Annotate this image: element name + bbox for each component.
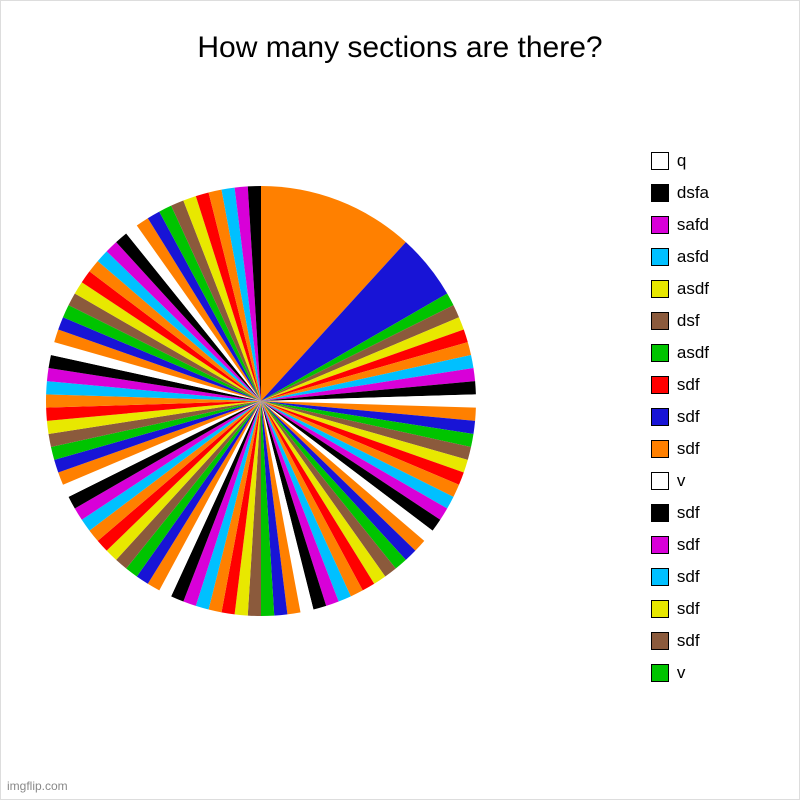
legend-swatch [651,248,669,266]
watermark: imgflip.com [7,779,68,793]
legend-swatch [651,344,669,362]
legend-label: safd [677,215,709,235]
legend-item: sdf [651,375,709,395]
legend-swatch [651,504,669,522]
legend-swatch [651,632,669,650]
legend-label: sdf [677,375,700,395]
pie-chart [41,181,481,621]
legend-label: sdf [677,599,700,619]
legend-swatch [651,152,669,170]
legend-item: sdf [651,503,709,523]
legend-swatch [651,408,669,426]
legend-swatch [651,536,669,554]
legend: q dsfa safd asfd asdf dsf asdf sdf sdf sdf v sdf sdf… [651,151,709,683]
legend-label: v [677,471,686,491]
legend-item: asdf [651,343,709,363]
legend-item: asdf [651,279,709,299]
legend-swatch [651,472,669,490]
legend-swatch [651,664,669,682]
legend-label: sdf [677,503,700,523]
legend-label: v [677,663,686,683]
legend-label: dsf [677,311,700,331]
legend-label: asdf [677,343,709,363]
legend-label: sdf [677,407,700,427]
legend-label: asdf [677,279,709,299]
legend-label: sdf [677,535,700,555]
legend-item: sdf [651,407,709,427]
legend-swatch [651,376,669,394]
legend-swatch [651,568,669,586]
legend-item: v [651,663,709,683]
legend-item: dsf [651,311,709,331]
legend-item: sdf [651,567,709,587]
legend-swatch [651,600,669,618]
legend-item: safd [651,215,709,235]
legend-label: sdf [677,567,700,587]
legend-item: q [651,151,709,171]
legend-swatch [651,280,669,298]
legend-item: sdf [651,631,709,651]
legend-item: dsfa [651,183,709,203]
legend-label: q [677,151,686,171]
legend-label: dsfa [677,183,709,203]
legend-swatch [651,440,669,458]
legend-item: asfd [651,247,709,267]
legend-label: asfd [677,247,709,267]
legend-item: v [651,471,709,491]
legend-label: sdf [677,631,700,651]
legend-item: sdf [651,535,709,555]
legend-item: sdf [651,439,709,459]
legend-swatch [651,184,669,202]
chart-title: How many sections are there? [1,1,799,65]
legend-item: sdf [651,599,709,619]
legend-swatch [651,312,669,330]
legend-label: sdf [677,439,700,459]
legend-swatch [651,216,669,234]
